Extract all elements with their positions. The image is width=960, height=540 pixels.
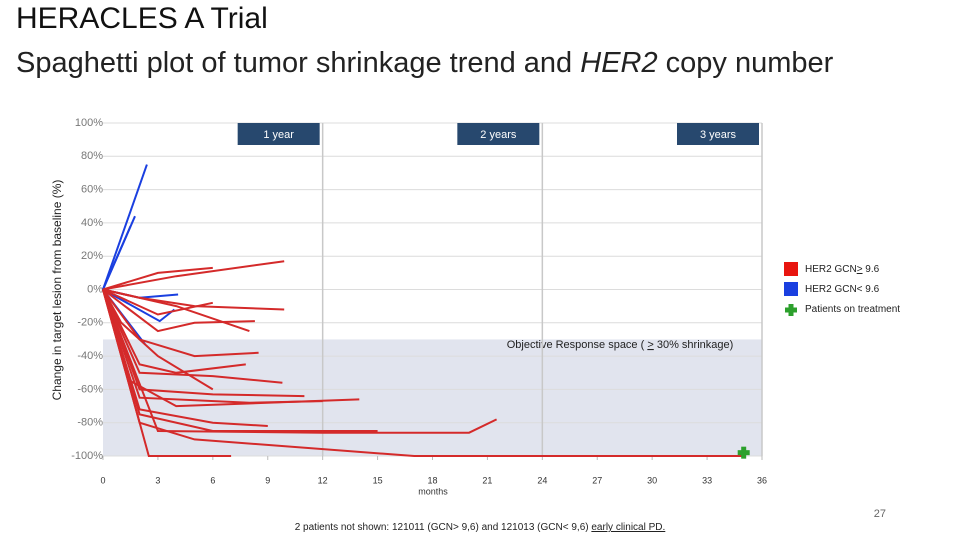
y-tick-label: 80% — [81, 150, 103, 162]
patient-line — [102, 289, 305, 398]
y-tick-label: 40% — [81, 217, 103, 229]
x-tick-label: 21 — [482, 475, 492, 485]
year-label: 3 years — [700, 129, 737, 141]
y-tick-label: -40% — [77, 350, 103, 362]
patient-line — [102, 289, 246, 374]
footnote-part: 2 patients not shown: 121011 (GCN> 9,6) … — [295, 522, 592, 533]
x-tick-label: 3 — [155, 475, 160, 485]
x-tick-label: 30 — [647, 475, 657, 485]
year-label: 1 year — [263, 129, 294, 141]
patient-line — [102, 289, 744, 457]
plus-bar — [788, 304, 794, 316]
y-tick-label: 0% — [87, 283, 103, 295]
patient-line — [102, 288, 214, 316]
plus-bar — [741, 446, 747, 459]
patient-line — [102, 164, 148, 290]
y-tick-label: -20% — [77, 317, 103, 329]
legend-label-part: HER2 GCN< 9.6 — [805, 284, 880, 295]
legend-label: HER2 GCN< 9.6 — [805, 284, 880, 295]
response-label-part: > — [647, 339, 653, 351]
plus-marker — [737, 446, 750, 459]
x-tick-label: 15 — [373, 475, 383, 485]
patient-line — [102, 288, 176, 323]
patient-line — [102, 289, 378, 432]
x-tick-label: 9 — [265, 475, 270, 485]
legend-label-part: HER2 GCN — [805, 264, 857, 275]
legend-label-part: 9.6 — [863, 264, 880, 275]
response-region — [103, 339, 762, 456]
legend-label-part: > — [857, 264, 863, 275]
legend-label: Patients on treatment — [805, 304, 900, 315]
legend-label-part: Patients on treatment — [805, 304, 900, 315]
y-tick-label: -80% — [77, 417, 103, 429]
y-axis-label: Change in target lesion from baseline (%… — [50, 180, 64, 401]
y-tick-label: -60% — [77, 383, 103, 395]
x-tick-label: 0 — [100, 475, 105, 485]
legend-swatch — [784, 262, 798, 276]
x-tick-label: 24 — [537, 475, 547, 485]
slide-title: HERACLES A Trial — [16, 2, 268, 35]
patient-line — [102, 225, 132, 290]
year-label: 2 years — [480, 129, 517, 141]
plus-marker — [785, 304, 797, 316]
year-banner — [677, 123, 759, 145]
y-tick-label: 100% — [75, 117, 103, 129]
x-tick-label: 18 — [427, 475, 437, 485]
patient-line — [102, 288, 250, 333]
year-banner — [237, 123, 320, 145]
y-tick-label: -100% — [71, 450, 103, 462]
subtitle-part: HER2 — [580, 47, 657, 79]
y-tick-label: 60% — [81, 184, 103, 196]
footnote-part: early clinical PD. — [591, 522, 665, 533]
y-tick-label: 20% — [81, 250, 103, 262]
x-axis-label: months — [418, 486, 448, 496]
patient-line — [102, 266, 213, 291]
footnote: 2 patients not shown: 121011 (GCN> 9,6) … — [295, 522, 666, 533]
x-tick-label: 27 — [592, 475, 602, 485]
patient-line — [102, 288, 259, 358]
subtitle-part: Spaghetti plot of tumor shrinkage trend … — [16, 47, 580, 79]
patient-line — [102, 289, 498, 434]
year-banner — [457, 123, 540, 145]
legend-label: HER2 GCN> 9.6 — [805, 264, 880, 275]
response-label: Objective Response space ( > 30% shrinka… — [507, 339, 734, 351]
patient-line — [102, 260, 285, 291]
x-tick-label: 33 — [702, 475, 712, 485]
patient-line — [102, 289, 214, 391]
legend-swatch — [784, 282, 798, 296]
subtitle-part: copy number — [658, 47, 834, 79]
page-number: 27 — [874, 508, 886, 520]
x-tick-label: 6 — [210, 475, 215, 485]
slide-subtitle: Spaghetti plot of tumor shrinkage trend … — [16, 47, 834, 79]
patient-line — [102, 289, 283, 384]
response-label-part: Objective Response space ( — [507, 339, 648, 351]
x-tick-label: 12 — [318, 475, 328, 485]
response-label-part: 30% shrinkage) — [654, 339, 734, 351]
x-tick-label: 36 — [757, 475, 767, 485]
